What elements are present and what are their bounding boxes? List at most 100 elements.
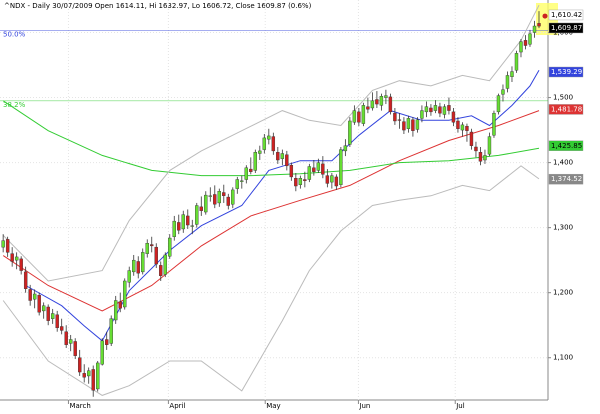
candle-body (204, 194, 208, 213)
candle-body (474, 146, 478, 152)
indicator-line (2, 100, 540, 177)
candle-body (361, 105, 366, 124)
candle-body (397, 119, 402, 121)
candle-body (384, 95, 388, 98)
indicator-line (2, 110, 540, 312)
y-tick-label: 1,400 (553, 159, 573, 167)
candle-body (118, 301, 122, 309)
price-label-box (548, 140, 584, 151)
candle-body (330, 175, 334, 183)
candle-body (100, 340, 104, 365)
y-tick-label: 1,100 (553, 354, 573, 362)
chart-title: ^NDX - Daily 30/07/2009 Open 1614.11, Hi… (4, 2, 312, 10)
price-label: 1,374.52 (551, 175, 582, 183)
price-label-box (548, 9, 584, 21)
candle-body (289, 165, 294, 178)
candle-body (307, 166, 312, 180)
candle-body (46, 306, 50, 321)
indicator-line (2, 4, 540, 282)
candle-body (32, 293, 37, 300)
candle-body (208, 195, 212, 197)
candle-body (402, 121, 406, 131)
candle-body (226, 196, 230, 206)
candle-body (501, 89, 505, 95)
candle-body (433, 105, 438, 111)
candle-body (231, 189, 235, 205)
candle-body (235, 179, 240, 189)
candle-body (442, 106, 447, 115)
candle-body (348, 120, 352, 145)
candle-body (50, 313, 55, 319)
candle-body (136, 261, 140, 274)
candle-body (258, 150, 262, 154)
candle-body (411, 119, 415, 131)
candle-body (186, 215, 190, 226)
price-label: 1,609.87 (551, 24, 582, 32)
candle-body (123, 280, 127, 308)
candle-body (87, 370, 91, 377)
candle-body (528, 33, 532, 45)
candle-body (78, 357, 82, 373)
candle-body (267, 135, 271, 140)
candle-body (168, 237, 172, 257)
candle-body (271, 136, 276, 152)
candle-body (420, 110, 424, 119)
candle-body (177, 222, 181, 231)
candle-body (492, 112, 496, 136)
fib-label: 50.0% (3, 31, 26, 39)
candle-body (532, 25, 537, 33)
candle-body (253, 151, 258, 171)
candle-body (181, 214, 185, 230)
candle-body (487, 136, 492, 155)
candle-body (163, 254, 167, 275)
fib-label: 38.2% (3, 101, 26, 109)
y-tick-label: 1,500 (553, 94, 573, 102)
candle-body (316, 162, 321, 171)
price-label: 1,539.29 (551, 68, 582, 76)
candle-body (393, 112, 397, 122)
candle-body (141, 252, 145, 273)
candle-body (496, 95, 501, 113)
price-label: 1,610.42 (551, 11, 582, 19)
candle-body (195, 205, 199, 225)
candle-body (406, 118, 411, 129)
candle-body (213, 194, 217, 205)
candle-body (240, 180, 244, 182)
candle-body (10, 253, 14, 262)
candle-body (321, 163, 325, 175)
candle-body (429, 107, 433, 113)
candle-body (294, 178, 298, 187)
candle-body (334, 176, 339, 187)
candle-body (388, 96, 393, 113)
candle-body (96, 362, 100, 390)
y-tick-label: 1,300 (553, 224, 573, 232)
last-marker (542, 13, 548, 19)
candle-body (510, 71, 514, 77)
candle-body (127, 270, 131, 283)
candle-body (366, 106, 370, 110)
candle-body (339, 149, 343, 185)
candle-body (28, 289, 32, 301)
indicator-line (2, 165, 540, 396)
candle-body (514, 53, 519, 71)
candle-body (14, 256, 19, 261)
x-tick-label: May (266, 402, 280, 410)
candle-body (154, 246, 158, 265)
candle-body (244, 167, 249, 180)
candle-body (145, 243, 149, 254)
candle-body (73, 341, 77, 356)
candle-body (172, 220, 176, 237)
candle-body (352, 110, 357, 123)
candle-body (343, 145, 348, 152)
candle-body (447, 105, 451, 111)
x-tick-label: Jun (358, 402, 370, 410)
price-label-box (548, 173, 584, 185)
price-label-box (548, 22, 584, 34)
candle-body (285, 154, 289, 167)
price-label-box (548, 104, 584, 115)
x-tick-label: Jul (455, 402, 465, 410)
candle-body (150, 244, 154, 247)
candle-body (222, 192, 226, 196)
candle-body (298, 178, 303, 185)
